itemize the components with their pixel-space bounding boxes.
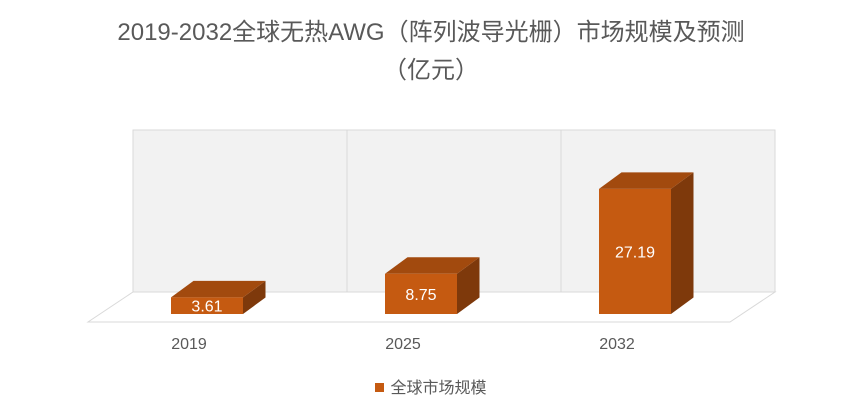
data-label: 3.61 — [191, 299, 222, 316]
chart-x-tick-labels: 2019 2025 2032 — [171, 336, 635, 353]
bar — [599, 188, 671, 314]
x-tick-label: 2032 — [599, 336, 635, 353]
bar — [171, 297, 243, 314]
bar-top — [385, 257, 480, 274]
bar-side — [671, 172, 694, 314]
chart-bars — [171, 172, 694, 314]
x-tick-label: 2019 — [171, 336, 207, 353]
legend-swatch — [375, 383, 385, 392]
chart-legend: 全球市场规模 — [0, 374, 862, 398]
chart-title-line-2: （亿元） — [383, 57, 479, 84]
data-label: 27.19 — [615, 244, 655, 261]
bar-side — [457, 257, 480, 314]
bar-top — [171, 280, 266, 298]
bar — [385, 273, 457, 314]
chart-title: 2019-2032全球无热AWG（阵列波导光栅）市场规模及预测 （亿元） — [0, 14, 862, 90]
bar-top — [599, 172, 694, 189]
data-label: 8.75 — [405, 287, 436, 304]
chart-data-labels: 3.61 8.75 27.19 — [191, 244, 655, 315]
legend-label: 全球市场规模 — [390, 380, 487, 397]
bar-side — [243, 280, 266, 314]
x-tick-label: 2025 — [385, 336, 421, 353]
chart-title-line-1: 2019-2032全球无热AWG（阵列波导光栅）市场规模及预测 — [117, 19, 745, 46]
